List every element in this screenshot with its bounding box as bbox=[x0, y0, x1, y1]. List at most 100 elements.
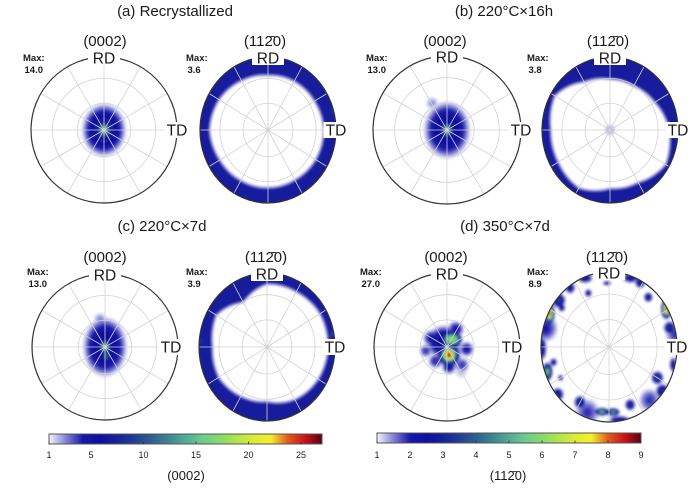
td-label-box bbox=[665, 122, 691, 138]
pole-figure-labels: (112̄0) Max: 3.8 RD TD bbox=[527, 33, 691, 140]
intensity-contour bbox=[568, 286, 572, 290]
intensity-contour bbox=[452, 325, 460, 333]
grid-spoke bbox=[41, 346, 106, 384]
plane-label: (0002) bbox=[424, 249, 467, 266]
colorbar-tick-label: 5 bbox=[506, 450, 511, 460]
intensity-contour bbox=[546, 370, 549, 373]
rd-label-box bbox=[593, 265, 625, 280]
pole-figure-c-11-20 bbox=[198, 272, 336, 422]
ring-contour bbox=[542, 57, 678, 203]
polar-grid bbox=[373, 56, 521, 204]
grid-spoke bbox=[608, 309, 669, 348]
colorbar-title: (0002) bbox=[167, 468, 205, 483]
max-value: 3.8 bbox=[529, 65, 542, 76]
intensity-contour bbox=[587, 292, 590, 295]
grid-spoke bbox=[409, 65, 448, 131]
grid-spoke bbox=[266, 282, 302, 348]
grid-spoke bbox=[550, 93, 611, 131]
max-value: 3.9 bbox=[188, 279, 201, 290]
rd-axis-label: RD bbox=[436, 50, 458, 67]
grid-spoke bbox=[68, 346, 106, 411]
td-label-box bbox=[499, 339, 525, 355]
grid-spoke bbox=[267, 129, 328, 167]
plane-label: (112̄0) bbox=[245, 249, 287, 266]
intensity-contour bbox=[639, 281, 642, 284]
grid-spoke bbox=[266, 309, 327, 348]
polar-grid bbox=[542, 57, 678, 203]
plane-label: (0002) bbox=[423, 33, 466, 50]
grid-spoke bbox=[574, 346, 610, 413]
intensity-contour bbox=[612, 411, 614, 413]
grid-spoke bbox=[267, 129, 303, 194]
grid-spoke bbox=[608, 346, 669, 385]
intensity-contour bbox=[463, 345, 470, 353]
grid-spoke bbox=[609, 129, 670, 167]
grid-spoke bbox=[233, 66, 269, 131]
pole-figure-labels: (112̄0) Max: 3.6 RD TD bbox=[186, 33, 349, 140]
intensity-contour bbox=[331, 109, 334, 114]
grid-spoke bbox=[207, 309, 268, 348]
intensity-contour bbox=[244, 195, 247, 197]
pole-figure-a-0002 bbox=[30, 56, 178, 204]
max-label: Max: bbox=[527, 267, 549, 278]
grid-spoke bbox=[608, 281, 644, 348]
max-label: Max: bbox=[360, 267, 382, 278]
intensity-contour bbox=[661, 390, 663, 392]
td-axis-label: TD bbox=[502, 340, 523, 357]
rd-axis-label: RD bbox=[599, 51, 621, 68]
grid-spoke bbox=[446, 65, 485, 131]
grid-spoke bbox=[446, 346, 511, 385]
colorbar-tick-label: 6 bbox=[539, 450, 544, 460]
td-axis-label: TD bbox=[326, 123, 347, 140]
colorbar-tick-label: 9 bbox=[638, 450, 643, 460]
polar-grid bbox=[32, 274, 178, 420]
rd-label-box bbox=[594, 50, 626, 65]
rd-label-box bbox=[251, 266, 283, 281]
intensity-contour bbox=[560, 306, 563, 309]
grid-spoke bbox=[266, 346, 327, 385]
grid-spoke bbox=[232, 282, 268, 348]
colorbar-tick-label: 25 bbox=[296, 450, 306, 460]
max-label: Max: bbox=[527, 53, 549, 64]
polar-grid bbox=[199, 273, 335, 421]
intensity-contour bbox=[423, 348, 429, 353]
grid-spoke bbox=[383, 346, 448, 385]
grid-spoke bbox=[104, 310, 169, 348]
intensity-contour bbox=[288, 279, 290, 281]
max-value: 13.0 bbox=[29, 279, 48, 290]
panel-title-b: (b) 220°C×16h bbox=[455, 3, 553, 20]
grid-spoke bbox=[67, 129, 105, 194]
grid-spoke bbox=[40, 93, 105, 131]
grid-spoke bbox=[446, 92, 512, 131]
colorbar-tick-label: 10 bbox=[138, 450, 148, 460]
td-label-box bbox=[158, 339, 184, 355]
intensity-contour bbox=[448, 354, 450, 356]
polar-grid bbox=[541, 272, 677, 422]
td-axis-label: TD bbox=[667, 340, 688, 357]
intensity-contour bbox=[605, 282, 609, 284]
intensity-contour bbox=[583, 277, 587, 280]
colorbar-tick-label: 7 bbox=[572, 450, 577, 460]
grid-spoke bbox=[267, 66, 303, 131]
grid-spoke bbox=[410, 282, 448, 348]
max-label: Max: bbox=[27, 267, 49, 278]
grid-spoke bbox=[208, 129, 269, 167]
max-value: 8.9 bbox=[529, 279, 542, 290]
rd-label-box bbox=[88, 50, 120, 65]
grid-spoke bbox=[382, 92, 448, 131]
colorbar-tick-label: 15 bbox=[191, 450, 201, 460]
intensity-contour bbox=[669, 327, 671, 329]
grid-spoke bbox=[383, 309, 448, 348]
intensity-map bbox=[541, 272, 677, 422]
grid-spoke bbox=[608, 346, 644, 413]
intensity-contour bbox=[629, 276, 633, 280]
panel-title-a: (a) Recrystallized bbox=[117, 3, 233, 20]
intensity-map bbox=[200, 57, 336, 203]
grid-spoke bbox=[266, 346, 302, 412]
polar-grid bbox=[374, 273, 520, 421]
polar-grid bbox=[31, 57, 177, 203]
intensity-contour bbox=[557, 393, 559, 395]
grid-spoke bbox=[103, 129, 141, 194]
ring-contour bbox=[200, 57, 336, 203]
